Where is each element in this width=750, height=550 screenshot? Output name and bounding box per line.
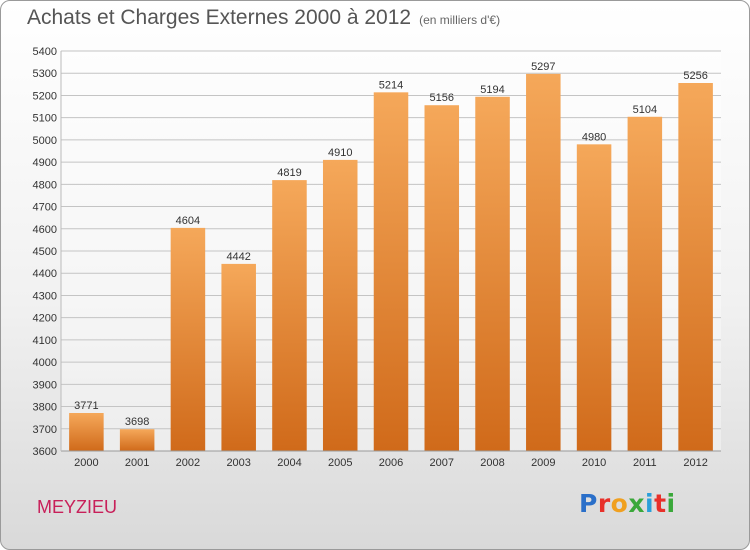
- bar-2008: [475, 96, 510, 452]
- y-tick-label: 4800: [33, 179, 57, 191]
- place-name: MEYZIEU: [37, 497, 118, 517]
- data-label: 5194: [480, 84, 504, 96]
- data-label: 5256: [683, 70, 707, 82]
- y-tick-label: 4600: [33, 224, 57, 236]
- y-tick-label: 4200: [33, 313, 57, 325]
- x-tick-label: 2002: [176, 457, 200, 469]
- chart-title: Achats et Charges Externes 2000 à 2012 (e…: [27, 6, 500, 30]
- bar-2009: [526, 73, 561, 451]
- y-tick-label: 4400: [33, 268, 57, 280]
- bar-2010: [576, 144, 612, 452]
- bar-2012: [678, 83, 713, 451]
- y-tick-label: 4300: [33, 290, 57, 302]
- x-tick-label: 2003: [226, 457, 250, 469]
- y-tick-label: 4000: [33, 357, 57, 369]
- data-label: 5214: [379, 79, 403, 91]
- data-label: 4442: [226, 251, 250, 263]
- chart-subtitle: (en milliers d'€): [419, 13, 501, 27]
- y-tick-label: 5100: [33, 113, 57, 125]
- proxiti-logo: Proxiti: [579, 489, 676, 518]
- bar-2006: [373, 92, 409, 451]
- y-tick-label: 4100: [33, 335, 57, 347]
- y-tick-label: 4900: [33, 157, 57, 169]
- y-tick-label: 5300: [33, 68, 57, 80]
- x-tick-label: 2005: [328, 457, 352, 469]
- data-label: 4604: [176, 215, 200, 227]
- y-tick-label: 3600: [33, 446, 57, 458]
- y-tick-label: 3900: [33, 379, 57, 391]
- bar-2007: [424, 105, 460, 451]
- y-tick-label: 3800: [33, 402, 57, 414]
- x-tick-label: 2008: [480, 457, 504, 469]
- bar-2001: [119, 429, 155, 451]
- bar-2004: [272, 180, 307, 451]
- x-tick-label: 2012: [683, 457, 707, 469]
- y-tick-label: 5200: [33, 90, 57, 102]
- x-tick-label: 2006: [379, 457, 403, 469]
- y-tick-label: 4500: [33, 246, 57, 258]
- data-label: 4910: [328, 147, 352, 159]
- bar-2003: [221, 263, 256, 451]
- data-label: 4980: [582, 131, 606, 143]
- bar-2005: [322, 159, 358, 451]
- bar-2000: [69, 413, 104, 451]
- y-tick-label: 5000: [33, 135, 57, 147]
- x-tick-label: 2001: [125, 457, 149, 469]
- x-tick-label: 2011: [633, 457, 657, 469]
- data-label: 5104: [633, 104, 657, 116]
- data-label: 4819: [277, 167, 301, 179]
- x-tick-label: 2009: [531, 457, 555, 469]
- bar-2002: [170, 227, 206, 451]
- y-tick-label: 4700: [33, 202, 57, 214]
- x-tick-label: 2010: [582, 457, 606, 469]
- bar-2011: [627, 116, 663, 452]
- y-tick-label: 5400: [33, 46, 57, 58]
- x-tick-label: 2007: [430, 457, 454, 469]
- x-tick-label: 2000: [74, 457, 98, 469]
- title-text: Achats et Charges Externes 2000 à 2012: [27, 6, 412, 29]
- data-label: 5297: [531, 61, 555, 73]
- data-label: 3771: [74, 400, 98, 412]
- data-label: 3698: [125, 416, 149, 428]
- x-tick-label: 2004: [277, 457, 301, 469]
- y-tick-label: 3700: [33, 424, 57, 436]
- data-label: 5156: [430, 92, 454, 104]
